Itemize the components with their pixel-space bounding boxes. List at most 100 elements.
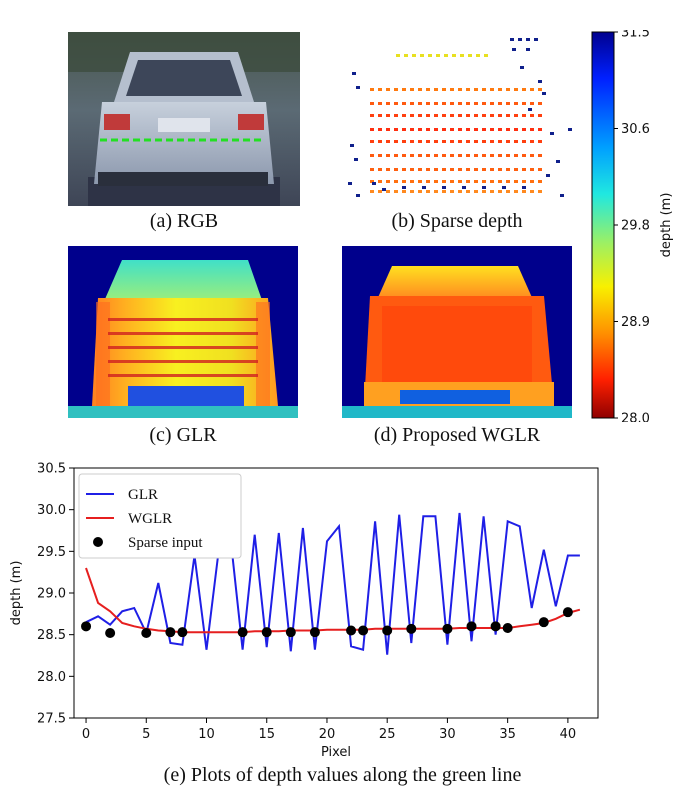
sparse-point [370,168,374,171]
sparse-point [418,128,422,131]
sparse-point [394,190,398,193]
sparse-point [522,88,526,91]
sparse-point [444,54,448,57]
series-line-wglr [85,567,581,634]
sparse-point [402,190,406,193]
sparse-point [410,180,414,183]
sparse-point [482,190,486,193]
sparse-point [426,190,430,193]
sparse-point [442,168,446,171]
sparse-point [370,102,374,105]
sparse-point [396,54,400,57]
y-tick-label: 30.0 [37,503,66,518]
sparse-point [506,190,510,193]
sparse-point [530,190,534,193]
sparse-point [350,144,354,147]
sparse-point [530,180,534,183]
sparse-point [560,194,564,197]
sparse-point [418,102,422,105]
sparse-point [418,180,422,183]
sparse-point [402,102,406,105]
sparse-point [458,114,462,117]
sparse-point [386,190,390,193]
sparse-point [506,102,510,105]
sparse-point [482,128,486,131]
x-tick-label: 15 [258,727,275,742]
sparse-point [434,140,438,143]
sparse-point [460,54,464,57]
sparse-point [458,180,462,183]
sparse-point [538,102,542,105]
sparse-point [378,190,382,193]
sparse-point [482,114,486,117]
sparse-point [522,180,526,183]
sparse-point [370,88,374,91]
x-tick-label: 0 [82,727,90,742]
sparse-point [530,140,534,143]
sparse-point [498,180,502,183]
colorbar-tick-label: 28.0 [621,412,650,423]
sparse-point [466,140,470,143]
sparse-point [498,168,502,171]
x-tick-label: 30 [439,727,456,742]
sparse-point [426,88,430,91]
sparse-point [386,140,390,143]
sparse-point [474,114,478,117]
sparse-point [474,168,478,171]
sparse-point [514,180,518,183]
sparse-point [450,140,454,143]
colorbar: 31.5 30.6 29.8 28.9 28.0 depth (m) [590,26,685,427]
sparse-point [426,180,430,183]
sparse-point [412,54,416,57]
sparse-point [452,54,456,57]
sparse-point [490,128,494,131]
sparse-point [450,88,454,91]
sparse-point [514,128,518,131]
sparse-point [382,188,386,191]
sparse-point [482,140,486,143]
sparse-point [518,38,522,41]
sparse-point [530,128,534,131]
sparse-point [490,154,494,157]
sparse-point [474,140,478,143]
sparse-point [466,88,470,91]
sparse-point [442,186,446,189]
sparse-point [474,190,478,193]
wglr-depth-image [342,246,572,418]
sparse-point [538,140,542,143]
sparse-point [490,102,494,105]
legend-label: Sparse input [128,535,203,551]
sparse-point [394,128,398,131]
sparse-point [468,54,472,57]
sparse-point [434,88,438,91]
legend-marker [93,537,103,547]
sparse-input-point [346,625,357,636]
sparse-point [550,132,554,135]
sparse-point [514,140,518,143]
sparse-point [506,180,510,183]
sparse-point [522,114,526,117]
sparse-point [450,154,454,157]
sparse-point [538,80,542,83]
sparse-point [490,114,494,117]
depth-plot: 0 5 10 15 20 25 30 35 40 27.5 28.0 28.5 29.0 29.5 30.0… [0,456,685,762]
sparse-point [442,140,446,143]
sparse-point [410,88,414,91]
sparse-point [530,102,534,105]
sparse-point [386,180,390,183]
sparse-point [490,88,494,91]
sparse-point [482,180,486,183]
sparse-point [484,54,488,57]
sparse-point [378,180,382,183]
sparse-point [442,102,446,105]
sparse-point [490,140,494,143]
sparse-input-point [490,621,501,632]
sparse-point [386,102,390,105]
sparse-point [530,114,534,117]
sparse-point [506,140,510,143]
depth-plot-svg: 0 5 10 15 20 25 30 35 40 27.5 28.0 28.5 29.0 29.5 30.0… [9,462,599,760]
sparse-point [512,48,516,51]
wglr-panel [342,246,572,418]
sparse-point [402,180,406,183]
sparse-point [402,168,406,171]
